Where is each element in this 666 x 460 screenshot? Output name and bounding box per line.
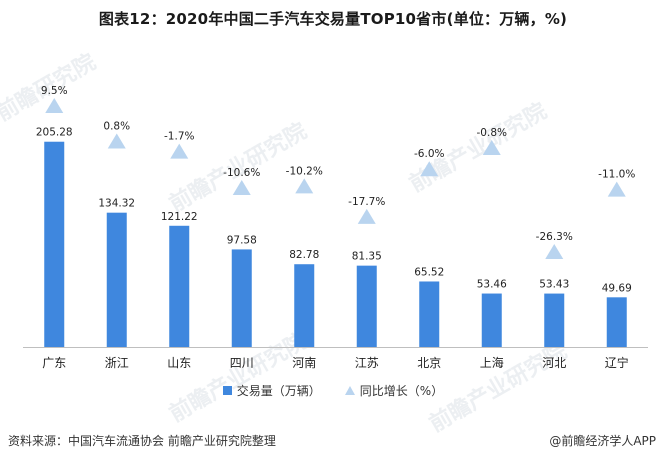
bar	[169, 225, 190, 347]
legend-bar-swatch	[222, 386, 232, 395]
bar-value-label: 97.58	[227, 234, 257, 246]
bar-value-label: 205.28	[36, 127, 73, 139]
legend-triangle-icon	[344, 386, 355, 395]
legend-item-growth: 同比增长（%）	[344, 382, 444, 399]
bar-value-label: 65.52	[414, 266, 444, 278]
growth-value-label: -1.7%	[164, 131, 194, 143]
category-tick-label: 江苏	[355, 356, 379, 370]
growth-value-label: -10.2%	[286, 165, 323, 177]
growth-value-label: -17.7%	[348, 196, 385, 208]
bar-chart: 205.28 广东 9.5% 134.32 浙江 0.8% 121.22 山东 -1.7% 97.…	[23, 85, 648, 370]
legend: 交易量（万辆） 同比增长（%）	[0, 382, 666, 399]
growth-marker	[45, 98, 64, 113]
category-tick-label: 北京	[417, 356, 441, 370]
bar-value-label: 121.22	[161, 211, 198, 223]
category-tick-label: 河北	[542, 356, 566, 370]
category-tick-label: 四川	[230, 356, 254, 370]
growth-value-label: -0.8%	[477, 127, 507, 139]
growth-value-label: 0.8%	[103, 120, 130, 132]
chart-title: 图表12：2020年中国二手汽车交易量TOP10省市(单位：万辆，%)	[98, 10, 568, 28]
category-tick-label: 山东	[167, 356, 191, 370]
growth-value-label: -10.6%	[223, 167, 260, 179]
growth-marker	[232, 179, 251, 195]
bar	[544, 293, 565, 347]
bar	[356, 265, 377, 347]
bar-value-label: 49.69	[602, 282, 632, 294]
category-tick-label: 河南	[292, 355, 316, 370]
brand-credit: @前瞻经济学人APP	[549, 432, 656, 449]
growth-marker	[295, 178, 314, 194]
growth-marker	[107, 133, 126, 149]
bar	[419, 281, 440, 347]
growth-marker	[545, 244, 564, 259]
growth-marker	[170, 143, 189, 159]
growth-marker	[607, 181, 626, 197]
growth-value-label: -26.3%	[536, 231, 573, 243]
bar	[294, 264, 315, 347]
category-tick-label: 辽宁	[605, 355, 629, 370]
bar	[481, 293, 502, 347]
bar-value-label: 134.32	[98, 198, 135, 210]
bar	[106, 212, 127, 347]
bar-value-label: 53.46	[477, 279, 507, 291]
growth-marker	[357, 208, 376, 224]
growth-marker	[420, 161, 439, 177]
bar	[606, 297, 627, 347]
bar-value-label: 82.78	[289, 249, 319, 261]
category-tick-label: 广东	[42, 356, 66, 370]
growth-value-label: 9.5%	[41, 85, 68, 97]
category-tick-label: 上海	[480, 355, 504, 370]
growth-value-label: -11.0%	[598, 169, 635, 181]
brand-text: @前瞻经济学人APP	[549, 434, 656, 448]
source-note: 资料来源：中国汽车流通协会 前瞻产业研究院整理	[8, 434, 276, 448]
bar-value-label: 81.35	[352, 251, 382, 263]
legend-item-volume: 交易量（万辆）	[222, 382, 321, 399]
growth-marker	[482, 140, 501, 156]
legend-label-volume: 交易量（万辆）	[236, 384, 321, 398]
bar	[44, 141, 65, 347]
growth-value-label: -6.0%	[414, 148, 444, 160]
legend-label-growth: 同比增长（%）	[359, 384, 444, 398]
category-tick-label: 浙江	[105, 356, 129, 370]
bar-value-label: 53.43	[539, 279, 569, 291]
bar	[231, 249, 252, 347]
